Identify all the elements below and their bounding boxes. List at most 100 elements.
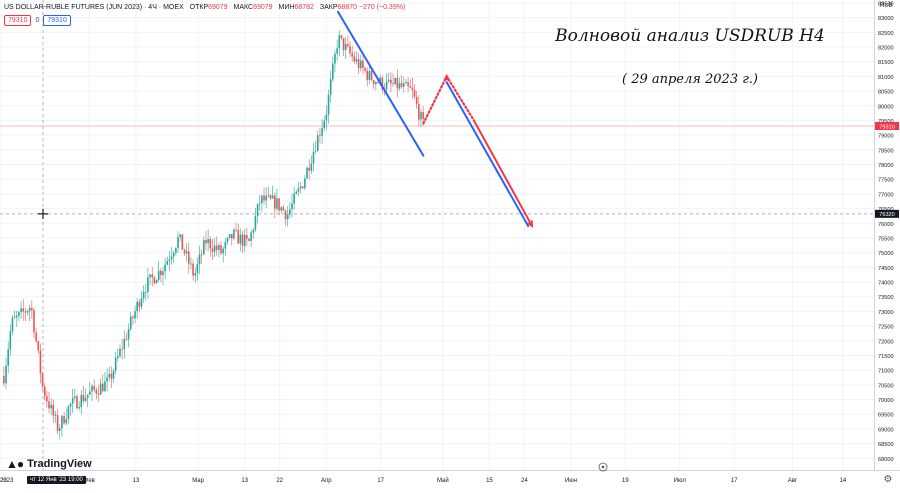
candle-body bbox=[370, 71, 373, 81]
candle-body bbox=[138, 301, 141, 307]
candle-body bbox=[211, 248, 214, 252]
candle-body bbox=[9, 331, 12, 350]
candle-body bbox=[222, 248, 224, 254]
candle-body bbox=[123, 338, 126, 350]
tradingview-mark-icon: ▲● bbox=[6, 457, 24, 471]
candle-body bbox=[329, 79, 332, 95]
candle-body bbox=[233, 229, 235, 239]
candle-body bbox=[39, 350, 42, 374]
time-tick-label: 15 bbox=[486, 478, 493, 484]
symbol-name[interactable]: US DOLLAR-RUBLE FUTURES (JUN 2023) · 4Ч … bbox=[4, 4, 184, 11]
candle-body bbox=[325, 114, 328, 121]
candle-body bbox=[334, 53, 336, 64]
candle-body bbox=[7, 349, 9, 366]
candle-body bbox=[362, 60, 364, 68]
candle-body bbox=[209, 239, 212, 249]
candle-body bbox=[11, 317, 14, 332]
time-tick-label: Авг bbox=[788, 478, 798, 484]
candle-body bbox=[80, 394, 83, 408]
candle-body bbox=[147, 277, 149, 292]
price-tick-label: 81500 bbox=[878, 60, 894, 66]
analysis-date[interactable]: ( 29 апреля 2023 г.) bbox=[621, 72, 759, 87]
high-value: 69079 bbox=[253, 4, 273, 11]
currency-label[interactable]: RUB bbox=[880, 3, 893, 9]
candle-body bbox=[353, 56, 356, 62]
candle-body bbox=[215, 245, 218, 250]
settings-gear-icon[interactable]: ⚙ bbox=[883, 474, 893, 485]
candle-body bbox=[336, 48, 338, 54]
candle-body bbox=[15, 315, 18, 318]
candle-body bbox=[372, 80, 375, 85]
candle-body bbox=[99, 383, 102, 395]
candle-body bbox=[26, 311, 29, 313]
candle-body bbox=[28, 307, 31, 312]
candle-body bbox=[273, 195, 276, 209]
candle-body bbox=[250, 232, 252, 241]
price-tick-label: 78500 bbox=[878, 148, 894, 154]
low-value: 68782 bbox=[294, 4, 314, 11]
candle-body bbox=[252, 229, 255, 233]
spread-value: 0 bbox=[35, 17, 40, 24]
tradingview-logo[interactable]: ▲● TradingView bbox=[6, 457, 92, 471]
candle-body bbox=[104, 381, 106, 392]
time-tick-label: 13 bbox=[133, 478, 140, 484]
candle-body bbox=[196, 264, 199, 274]
candle-body bbox=[168, 259, 171, 262]
candle-body bbox=[291, 203, 293, 210]
candle-body bbox=[256, 203, 259, 217]
price-tick-label: 80500 bbox=[878, 90, 894, 96]
wave-line-3 bbox=[445, 81, 530, 228]
candle-body bbox=[359, 60, 362, 69]
candle-body bbox=[248, 238, 250, 241]
candle-body bbox=[299, 186, 302, 189]
price-tick-label: 75500 bbox=[878, 236, 894, 242]
candle-body bbox=[224, 241, 227, 249]
sell-price-button[interactable]: 79310 bbox=[4, 15, 32, 26]
candle-body bbox=[407, 82, 409, 87]
buy-price-button[interactable]: 79310 bbox=[43, 15, 71, 26]
candle-body bbox=[243, 234, 246, 246]
candle-body bbox=[181, 234, 184, 250]
time-tick-label: 19 bbox=[622, 478, 629, 484]
candle-body bbox=[254, 216, 257, 230]
candle-body bbox=[387, 79, 390, 82]
price-tick-label: 82500 bbox=[878, 31, 894, 37]
price-tick-label: 81000 bbox=[878, 75, 894, 81]
time-tick-label: 14 bbox=[840, 478, 847, 484]
candle-body bbox=[179, 234, 181, 238]
analysis-title[interactable]: Волновой анализ USDRUB H4 bbox=[555, 26, 825, 46]
candle-body bbox=[183, 249, 186, 254]
candle-body bbox=[84, 397, 87, 402]
candle-body bbox=[20, 308, 22, 313]
price-tick-label: 72000 bbox=[878, 339, 894, 345]
time-tick-label: Июл bbox=[674, 478, 687, 484]
price-tick-label: 82000 bbox=[878, 46, 894, 52]
candle-body bbox=[198, 254, 201, 265]
price-tick-label: 73500 bbox=[878, 295, 894, 301]
candle-body bbox=[18, 312, 20, 316]
candle-body bbox=[52, 404, 55, 416]
candle-body bbox=[153, 277, 156, 284]
candle-body bbox=[218, 245, 220, 250]
candle-body bbox=[420, 111, 422, 120]
candle-body bbox=[312, 151, 315, 164]
candle-body bbox=[271, 195, 274, 199]
time-tick-label: 13 bbox=[241, 478, 248, 484]
candle-body bbox=[155, 280, 158, 284]
candle-body bbox=[230, 234, 233, 239]
candle-body bbox=[177, 237, 179, 249]
candle-body bbox=[246, 234, 248, 239]
candle-body bbox=[3, 376, 5, 384]
candle-body bbox=[121, 348, 123, 350]
candle-body bbox=[241, 234, 244, 246]
candle-body bbox=[114, 357, 117, 371]
candle-body bbox=[157, 270, 160, 281]
candle-body bbox=[418, 104, 420, 120]
price-tick-label: 79500 bbox=[878, 119, 894, 125]
price-tick-label: 71000 bbox=[878, 369, 894, 375]
candle-body bbox=[398, 83, 401, 89]
candle-body bbox=[375, 82, 377, 85]
candle-body bbox=[295, 191, 298, 194]
